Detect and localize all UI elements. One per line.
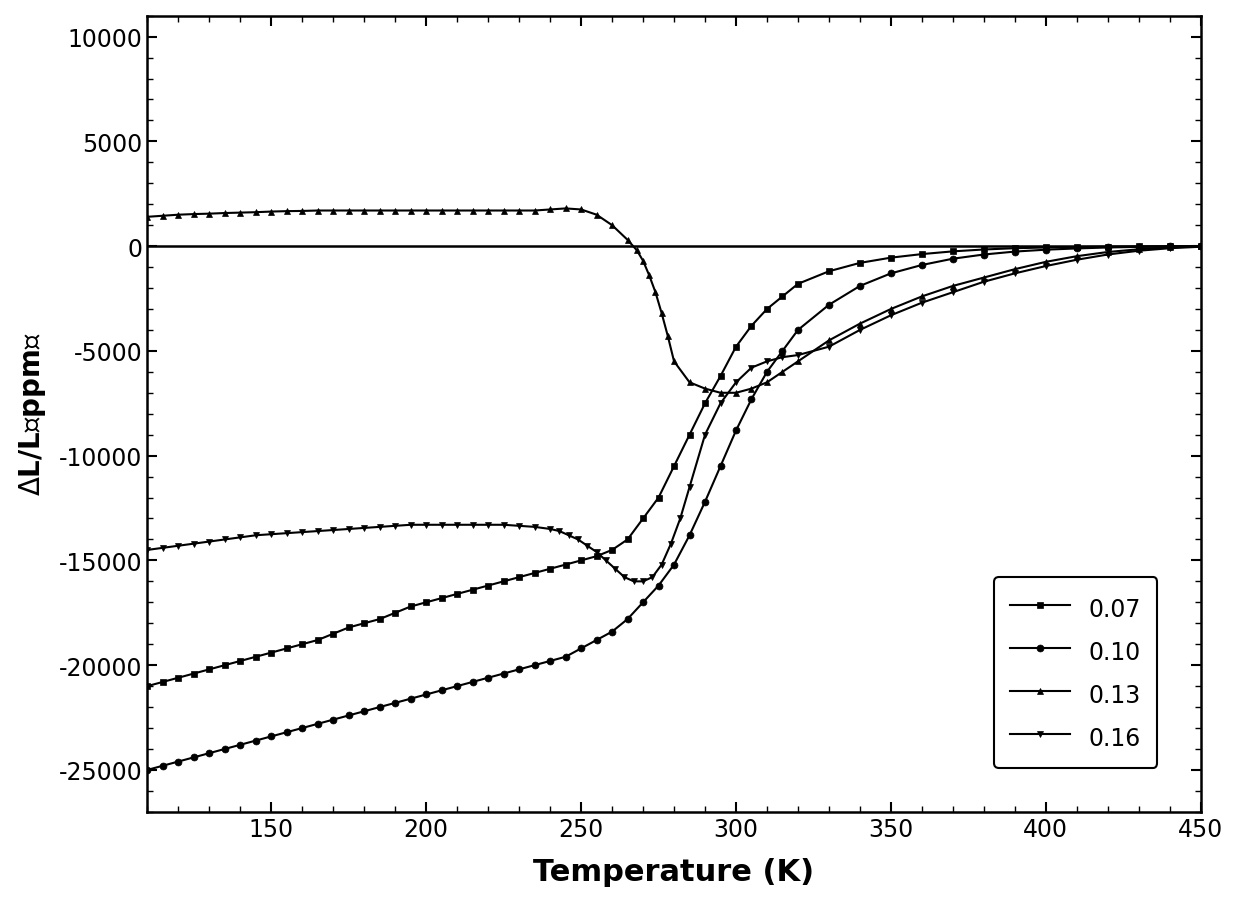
0.16 (140, 545, 155, 555)
0.10 (450, 681, 465, 692)
Line: 0.16: 0.16 (144, 244, 1204, 585)
0.13 (713, 388, 728, 399)
0.13 (295, 206, 310, 217)
X-axis label: Temperature (K): Temperature (K) (533, 857, 815, 887)
Line: 0.13: 0.13 (144, 206, 1204, 396)
0.10 (155, 760, 170, 771)
0.10 (791, 325, 806, 336)
0.13 (434, 206, 449, 217)
0.07 (140, 681, 155, 692)
0.07 (1193, 241, 1208, 252)
0.10 (140, 765, 155, 776)
0.13 (372, 206, 387, 217)
Y-axis label: $\Delta$L/L（ppm）: $\Delta$L/L（ppm） (16, 332, 47, 496)
0.16 (976, 277, 991, 288)
0.13 (450, 206, 465, 217)
0.10 (667, 560, 682, 571)
0.13 (403, 206, 418, 217)
0.10 (698, 497, 713, 507)
0.10 (1193, 241, 1208, 252)
0.16 (626, 576, 641, 587)
0.07 (620, 535, 635, 545)
0.13 (558, 204, 573, 215)
0.07 (450, 589, 465, 600)
Legend: 0.07, 0.10, 0.13, 0.16: 0.07, 0.10, 0.13, 0.16 (994, 578, 1157, 768)
0.07 (155, 676, 170, 687)
0.16 (326, 525, 341, 535)
0.07 (698, 398, 713, 409)
0.16 (580, 541, 595, 552)
0.13 (140, 212, 155, 223)
0.07 (667, 461, 682, 472)
0.13 (667, 357, 682, 368)
0.13 (1193, 242, 1208, 253)
0.16 (217, 535, 232, 545)
0.16 (1193, 242, 1208, 253)
0.07 (791, 279, 806, 290)
0.16 (655, 560, 670, 571)
Line: 0.10: 0.10 (144, 244, 1204, 774)
Line: 0.07: 0.07 (144, 244, 1204, 690)
0.16 (388, 521, 403, 532)
0.10 (620, 614, 635, 625)
